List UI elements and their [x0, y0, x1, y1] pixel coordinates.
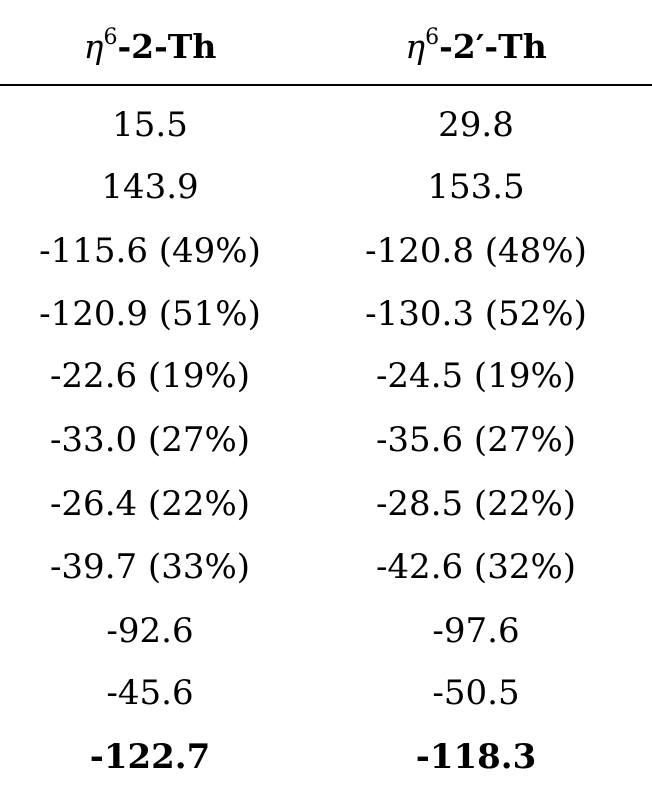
column-header-eta6-2-th: η6-2-Th [0, 27, 300, 66]
table-cell: -22.6 (19%) [49, 356, 251, 396]
table-cell: -115.6 (49%) [39, 231, 261, 271]
table-header: η6-2-Th η6-2′-Th [0, 0, 652, 84]
table-cell-total: -122.7 [89, 737, 211, 777]
eta-symbol: η [83, 27, 104, 66]
table-cell: -42.6 (32%) [375, 547, 577, 587]
table-cell: -35.6 (27%) [375, 420, 577, 460]
superscript-6: 6 [425, 25, 440, 50]
header-rule [0, 84, 652, 86]
eta-symbol: η [405, 27, 426, 66]
table-cell: -120.8 (48%) [365, 231, 587, 271]
superscript-6: 6 [103, 25, 118, 50]
table-cell: -120.9 (51%) [39, 294, 261, 334]
column-header-eta6-2prime-th: η6-2′-Th [300, 27, 652, 66]
column-header-label: -2′-Th [439, 27, 547, 66]
table-cell: -92.6 [106, 611, 194, 651]
table-cell: -33.0 (27%) [49, 420, 251, 460]
table-cell: -130.3 (52%) [365, 294, 587, 334]
table-cell: -97.6 [432, 611, 520, 651]
table-cell: -39.7 (33%) [49, 547, 251, 587]
table-cell-total: -118.3 [415, 737, 537, 777]
table-cell: -26.4 (22%) [49, 484, 251, 524]
table-cell: -50.5 [432, 673, 520, 713]
table-cell: -28.5 (22%) [375, 484, 577, 524]
table-cell: -45.6 [106, 673, 194, 713]
table-cell: -24.5 (19%) [375, 356, 577, 396]
table-cell: 15.5 [112, 105, 188, 145]
table-cell: 153.5 [427, 167, 525, 207]
column-header-label: -2-Th [117, 27, 217, 66]
table-cell: 143.9 [101, 167, 199, 207]
table-cell: 29.8 [438, 105, 514, 145]
